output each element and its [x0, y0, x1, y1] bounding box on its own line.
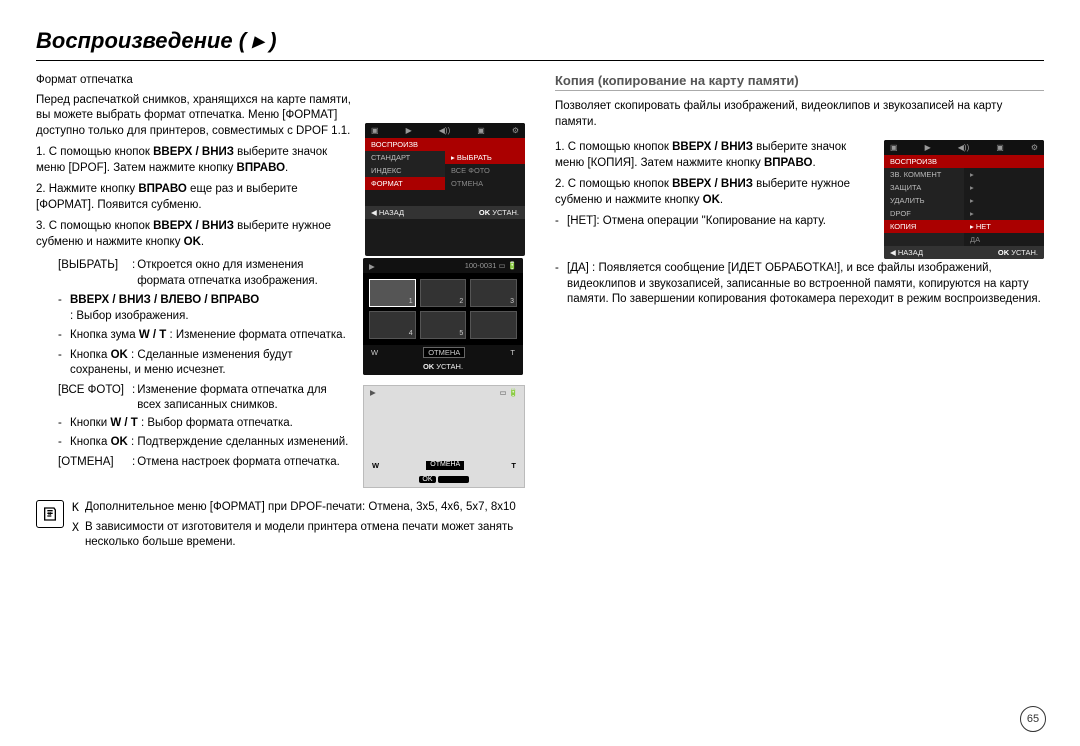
- step-3: 3. С помощью кнопок ВВЕРХ / ВНИЗ выберит…: [36, 219, 355, 250]
- blank-preview-screenshot: ▶▭ 🔋 W ОТМЕНА T OK УСТАН.: [363, 385, 525, 488]
- note-box: КДополнительное меню [ФОРМАТ] при DPOF-п…: [36, 500, 525, 555]
- step-2: 2. Нажмите кнопку ВПРАВО еще раз и выбер…: [36, 182, 355, 213]
- def-cancel: [ОТМЕНА]: [58, 455, 130, 471]
- copy-def-net: [НЕТ]: Отмена операции "Копирование на к…: [555, 214, 874, 230]
- copy-section-title: Копия (копирование на карту памяти): [555, 73, 1044, 91]
- copy-step-1: 1. С помощью кнопок ВВЕРХ / ВНИЗ выберит…: [555, 140, 874, 171]
- menu-screenshot-format: ▣▶◀))▣⚙ ВОСПРОИЗВ СТАНДАРТ▸ ВЫБРАТЬ ИНДЕ…: [365, 123, 525, 256]
- thumb-grid-screenshot: ▶ 100-0031 ▭ 🔋 1 2 3 4 5 W ОТМЕНА: [363, 258, 523, 375]
- left-column: Формат отпечатка Перед распечаткой снимк…: [36, 73, 525, 555]
- format-intro: Перед распечаткой снимков, хранящихся на…: [36, 93, 355, 140]
- format-heading: Формат отпечатка: [36, 73, 355, 89]
- def-wt: Кнопка зума W / T : Изменение формата от…: [58, 328, 353, 344]
- def-vybrat: [ВЫБРАТЬ]: [58, 258, 130, 289]
- right-column: Копия (копирование на карту памяти) Позв…: [555, 73, 1044, 555]
- def-wt2: Кнопки W / T : Выбор формата отпечатка.: [58, 416, 353, 432]
- copy-intro: Позволяет скопировать файлы изображений,…: [555, 99, 1044, 130]
- def-ok2: Кнопка OK : Подтверждение сделанных изме…: [58, 435, 353, 451]
- copy-def-da: [ДА] : Появляется сообщение [ИДЕТ ОБРАБО…: [555, 261, 1044, 308]
- def-all: [ВСЕ ФОТО]: [58, 383, 130, 414]
- def-ok: Кнопка OK : Сделанные изменения будут со…: [58, 348, 353, 379]
- page-number: 65: [1020, 706, 1046, 732]
- step-1: 1. С помощью кнопок ВВЕРХ / ВНИЗ выберит…: [36, 145, 355, 176]
- def-arrows: ВВЕРХ / ВНИЗ / ВЛЕВО / ВПРАВО : Выбор из…: [58, 293, 353, 324]
- page-title: Воспроизведение ( ▸ ): [36, 28, 1044, 61]
- menu-screenshot-copy: ▣▶◀))▣⚙ ВОСПРОИЗВ ЗВ. КОММЕНТ▸ ЗАЩИТА▸ У…: [884, 140, 1044, 259]
- note-icon: [36, 500, 64, 528]
- note-2: ХВ зависимости от изготовителя и модели …: [72, 520, 525, 551]
- copy-step-2: 2. С помощью кнопок ВВЕРХ / ВНИЗ выберит…: [555, 177, 874, 208]
- note-1: КДополнительное меню [ФОРМАТ] при DPOF-п…: [72, 500, 525, 516]
